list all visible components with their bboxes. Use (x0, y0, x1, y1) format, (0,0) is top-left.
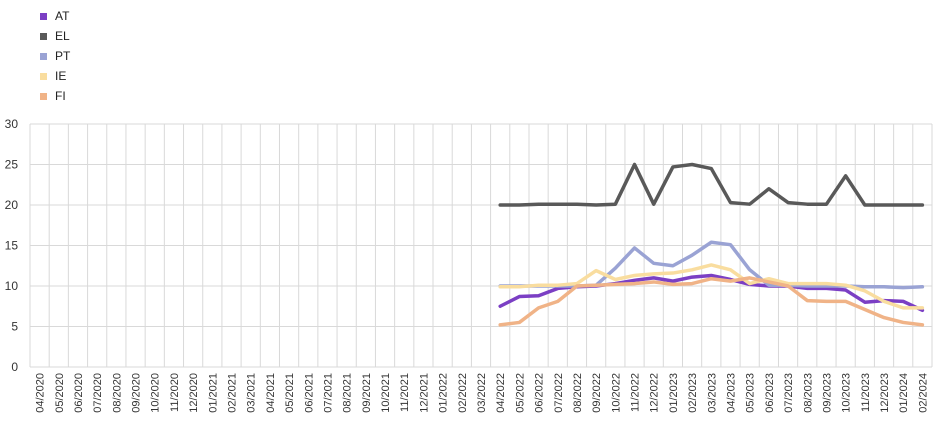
x-tick-label: 11/2021 (399, 373, 411, 412)
y-tick-label: 30 (5, 117, 19, 131)
x-tick-label: 11/2023 (860, 373, 872, 412)
x-tick-label: 08/2021 (342, 373, 354, 413)
x-tick-label: 06/2022 (534, 373, 546, 413)
x-tick-label: 12/2022 (649, 373, 661, 413)
x-tick-label: 11/2020 (169, 373, 181, 412)
legend-item-fi: FI (40, 86, 70, 106)
legend-swatch (40, 72, 47, 80)
x-tick-label: 09/2020 (131, 373, 143, 413)
y-tick-label: 20 (5, 198, 19, 212)
x-tick-label: 03/2021 (246, 373, 258, 413)
y-tick-label: 10 (5, 279, 19, 293)
legend-label: PT (55, 49, 71, 63)
legend-label: IE (55, 69, 67, 83)
x-tick-label: 07/2023 (783, 373, 795, 413)
x-tick-label: 07/2022 (553, 373, 565, 413)
legend-item-el: EL (40, 26, 70, 46)
legend-item-ie: IE (40, 66, 70, 86)
x-axis: 04/2020 05/2020 06/2020 07/2020 08/2020 09/20… (35, 373, 930, 413)
x-tick-label: 01/2021 (207, 373, 219, 413)
x-tick-label: 08/2020 (111, 373, 123, 413)
x-tick-label: 01/2024 (898, 373, 910, 413)
x-tick-label: 04/2022 (495, 373, 507, 413)
legend-item-pt: PT (40, 46, 70, 66)
y-axis: 0 5 10 15 20 25 30 (5, 117, 19, 374)
x-tick-label: 05/2020 (54, 373, 66, 413)
y-tick-label: 15 (5, 239, 19, 253)
x-tick-label: 12/2021 (418, 373, 430, 413)
legend-swatch (40, 92, 47, 100)
x-tick-label: 08/2022 (572, 373, 584, 413)
x-tick-label: 01/2022 (438, 373, 450, 413)
x-tick-label: 03/2022 (476, 373, 488, 413)
x-tick-label: 04/2021 (265, 373, 277, 413)
y-tick-label: 0 (11, 360, 18, 374)
legend-label: FI (55, 89, 66, 103)
x-tick-label: 02/2021 (227, 373, 239, 413)
x-tick-label: 10/2022 (610, 373, 622, 413)
x-tick-label: 09/2023 (821, 373, 833, 413)
x-tick-label: 04/2020 (35, 373, 47, 413)
x-tick-label: 05/2021 (284, 373, 296, 413)
x-tick-label: 01/2023 (668, 373, 680, 413)
x-tick-label: 02/2023 (687, 373, 699, 413)
legend-swatch (40, 32, 47, 40)
x-tick-label: 04/2023 (725, 373, 737, 413)
legend-swatch (40, 12, 47, 20)
series-line-el (498, 162, 925, 207)
legend-item-at: AT (40, 6, 70, 26)
x-tick-label: 07/2021 (322, 373, 334, 413)
series-line-at (498, 273, 925, 313)
x-tick-label: 03/2023 (706, 373, 718, 413)
x-tick-label: 10/2020 (150, 373, 162, 413)
x-tick-label: 06/2021 (303, 373, 315, 413)
x-tick-label: 06/2020 (73, 373, 85, 413)
series-line-fi (498, 276, 925, 327)
x-tick-label: 09/2022 (591, 373, 603, 413)
x-tick-label: 08/2023 (802, 373, 814, 413)
y-tick-label: 5 (11, 320, 18, 334)
legend-swatch (40, 52, 47, 60)
x-tick-label: 05/2023 (745, 373, 757, 413)
x-tick-label: 07/2020 (92, 373, 104, 413)
x-tick-label: 09/2021 (361, 373, 373, 413)
x-tick-label: 10/2023 (841, 373, 853, 413)
x-tick-label: 02/2022 (457, 373, 469, 413)
legend-label: EL (55, 29, 70, 43)
x-tick-label: 02/2024 (917, 373, 929, 413)
x-tick-label: 12/2020 (188, 373, 200, 413)
series-line-ie (498, 263, 925, 310)
y-tick-label: 25 (5, 158, 19, 172)
legend-label: AT (55, 9, 70, 23)
x-tick-label: 05/2022 (514, 373, 526, 413)
x-tick-label: 11/2022 (630, 373, 642, 412)
grid-lines (29, 123, 933, 368)
series-lines (498, 162, 925, 327)
legend: AT EL PT IE FI (40, 6, 70, 106)
x-tick-label: 12/2023 (879, 373, 891, 413)
x-tick-label: 06/2023 (764, 373, 776, 413)
x-tick-label: 10/2021 (380, 373, 392, 413)
